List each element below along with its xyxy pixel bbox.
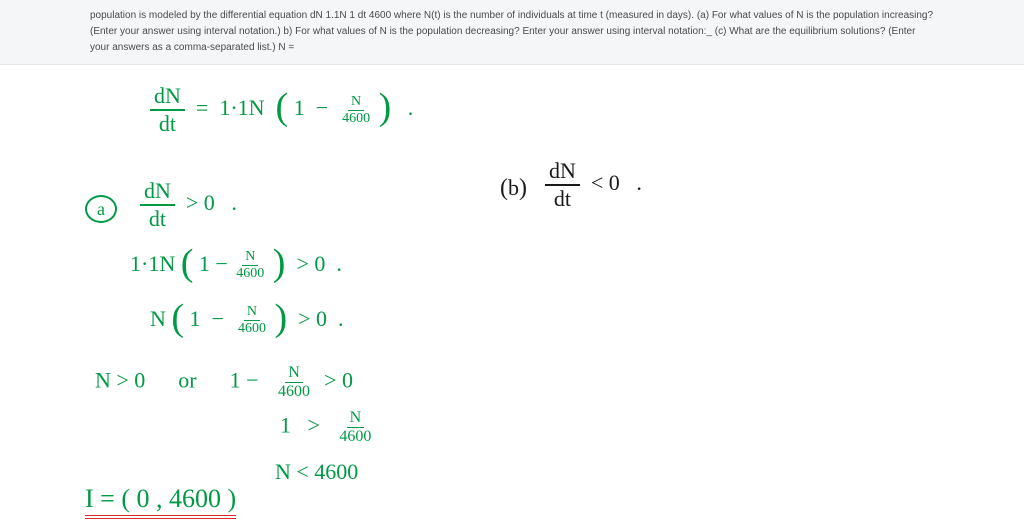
question-content: population is modeled by the differentia… <box>90 10 933 53</box>
part-b-ineq: dN dt < 0 . <box>545 160 642 210</box>
eq-lhs: dN dt = 1·1N ( 1 − N 4600 ) . <box>150 85 413 135</box>
part-b-label: (b) <box>500 175 527 201</box>
part-a-ineq: dN dt > 0 . <box>140 180 237 230</box>
part-a-line3: N ( 1 − N 4600 ) > 0 . <box>150 300 344 342</box>
part-a-final: N < 4600 <box>275 460 358 484</box>
part-a-answer: I = ( 0 , 4600 ) <box>85 485 236 514</box>
part-a-label: a <box>85 195 117 223</box>
part-a-line2: 1·1N ( 1 − N 4600 ) > 0 . <box>130 245 342 287</box>
question-text: population is modeled by the differentia… <box>0 0 1024 65</box>
part-a-step: 1 > N 4600 <box>280 410 374 445</box>
handwritten-work: dN dt = 1·1N ( 1 − N 4600 ) . a dN dt > … <box>0 65 1024 527</box>
part-a-split: N > 0 or 1 − N 4600 > 0 <box>95 365 353 400</box>
